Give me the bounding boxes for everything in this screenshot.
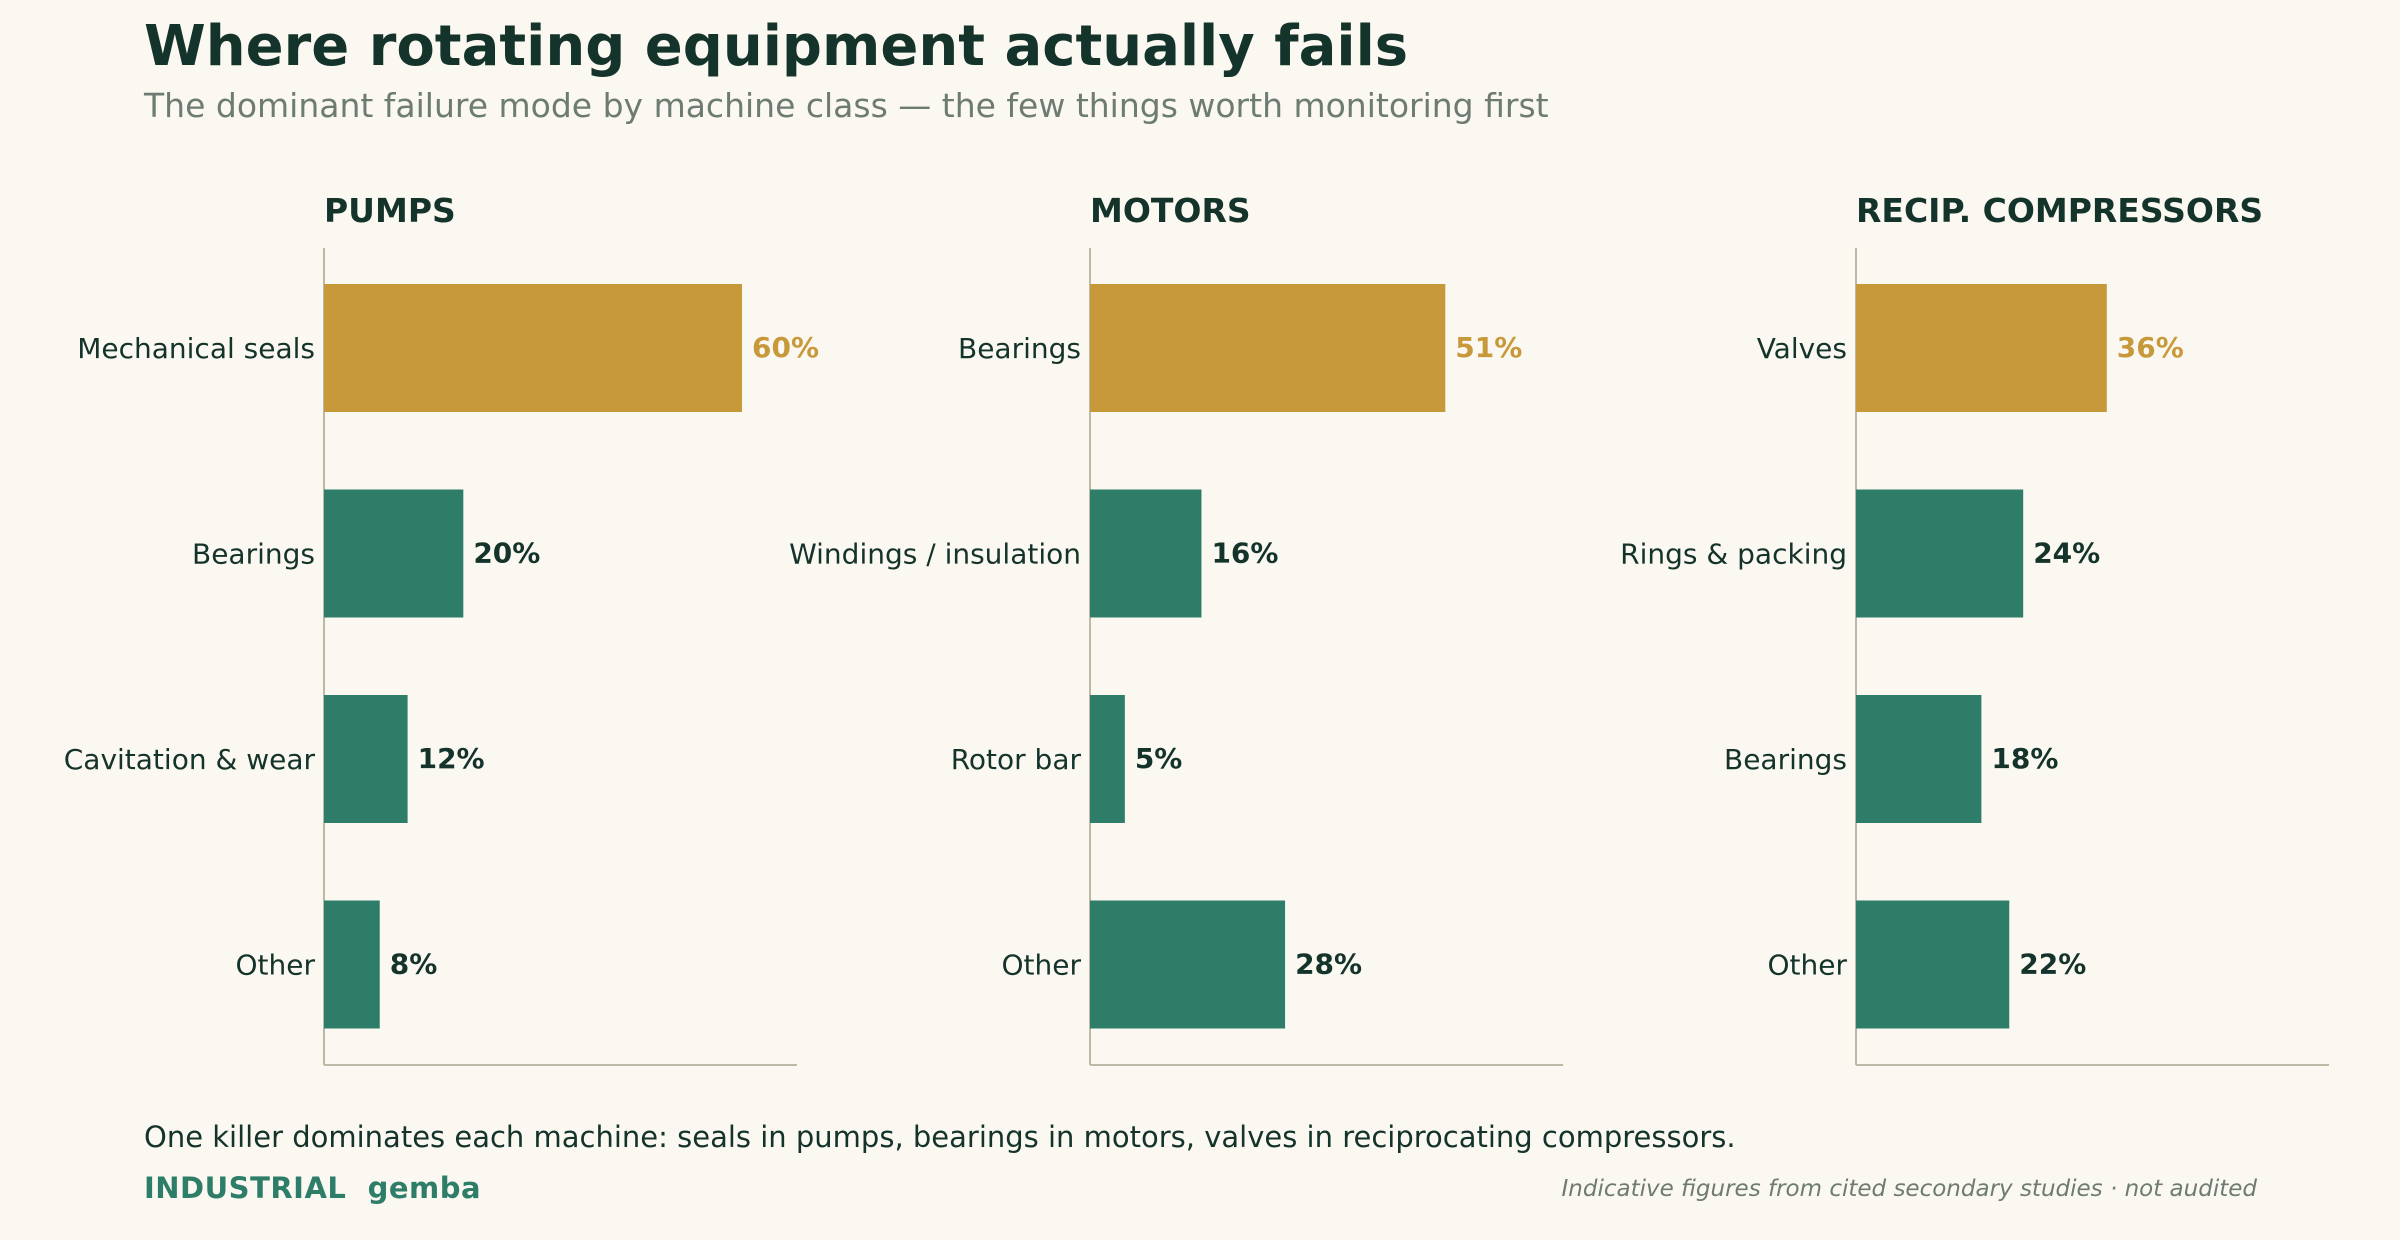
data-label: 12% [418, 742, 485, 775]
bar [1090, 900, 1286, 1029]
category-label: Cavitation & wear [64, 743, 316, 776]
source-footnote: Indicative figures from cited secondary … [1561, 1176, 2257, 1202]
bar [324, 900, 380, 1029]
category-label: Valves [1757, 332, 1847, 365]
bar [1856, 695, 1982, 823]
data-label: 20% [473, 537, 540, 570]
bar [324, 489, 464, 618]
category-label: Windings / insulation [789, 538, 1081, 571]
chart-title: Where rotating equipment actually fails [144, 14, 1409, 79]
category-label: Rings & packing [1620, 538, 1847, 571]
data-label: 51% [1455, 331, 1522, 364]
bar [1856, 900, 2010, 1029]
data-label: 24% [2033, 537, 2100, 570]
category-label: Other [235, 949, 315, 982]
data-label: 16% [1211, 537, 1278, 570]
category-label: Bearings [1724, 743, 1847, 776]
data-label: 28% [1295, 948, 1362, 981]
category-label: Bearings [958, 332, 1081, 365]
data-label: 22% [2019, 948, 2086, 981]
bar [324, 284, 742, 412]
panel-title: RECIP. COMPRESSORS [1856, 191, 2263, 230]
brand-logo-text: INDUSTRIAL gemba [144, 1171, 482, 1205]
category-label: Bearings [192, 538, 315, 571]
category-label: Other [1767, 949, 1847, 982]
chart-subtitle: The dominant failure mode by machine cla… [144, 86, 1549, 125]
bar [1090, 695, 1125, 823]
bar [324, 695, 408, 823]
data-label: 36% [2117, 331, 2184, 364]
bar [1090, 489, 1202, 618]
category-label: Rotor bar [951, 743, 1082, 776]
bar [1090, 284, 1446, 412]
data-label: 5% [1135, 742, 1183, 775]
category-label: Other [1001, 949, 1081, 982]
data-label: 60% [752, 331, 819, 364]
bar [1856, 489, 2024, 618]
panel-title: MOTORS [1090, 191, 1251, 230]
category-label: Mechanical seals [77, 332, 315, 365]
bar [1856, 284, 2107, 412]
panel-title: PUMPS [324, 191, 456, 230]
data-label: 8% [390, 948, 438, 981]
data-label: 18% [1991, 742, 2058, 775]
takeaway-text: One killer dominates each machine: seals… [144, 1120, 1736, 1154]
